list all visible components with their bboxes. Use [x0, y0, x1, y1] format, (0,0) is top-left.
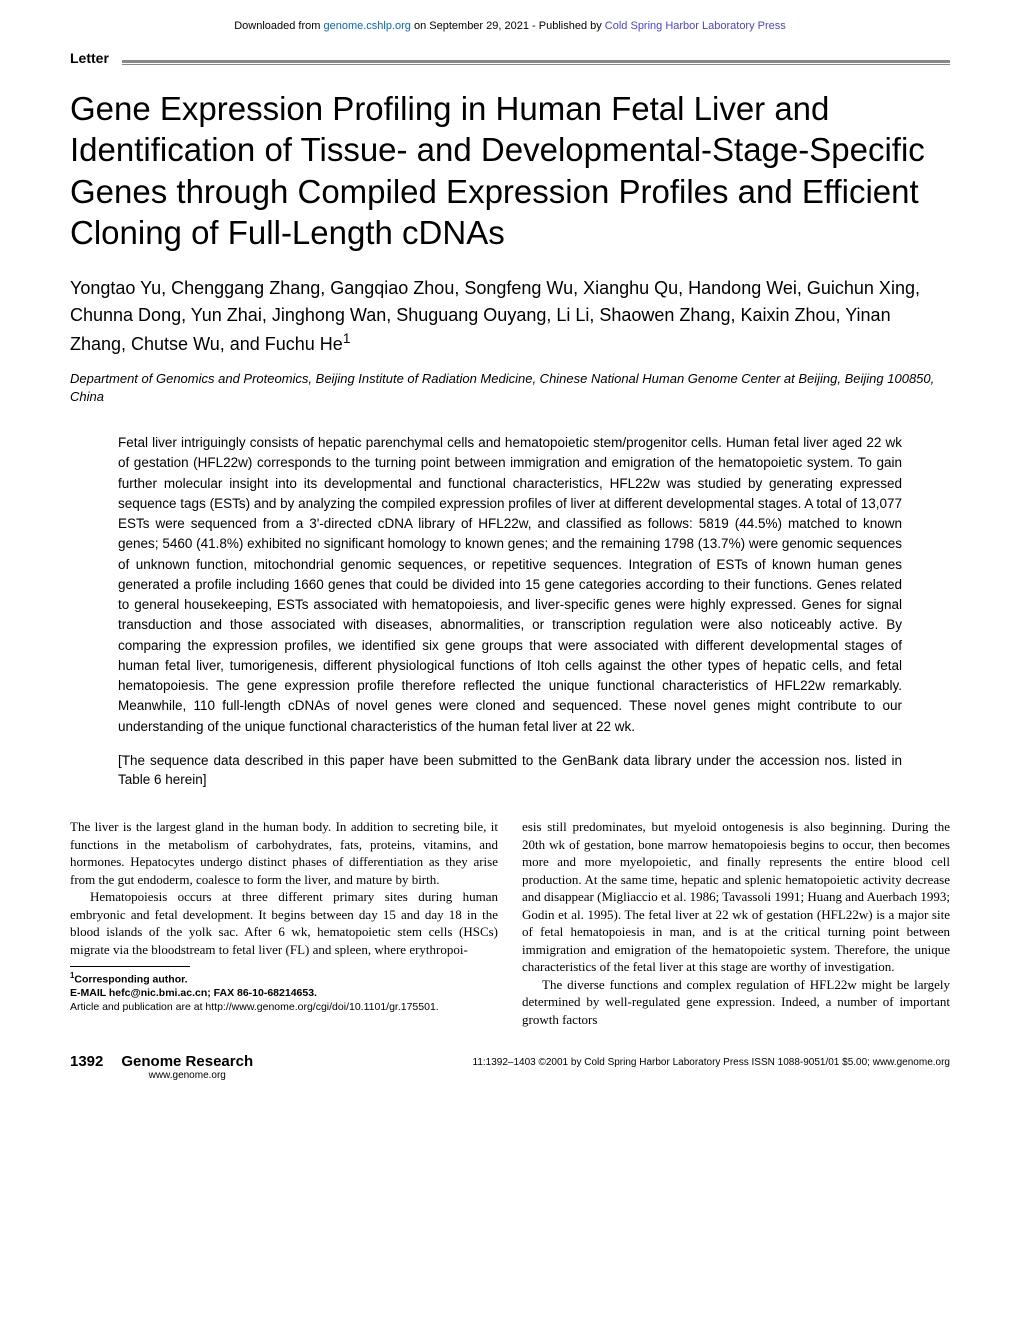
contact-info: E-MAIL hefc@nic.bmi.ac.cn; FAX 86-10-682…: [70, 987, 498, 1001]
paragraph: Hematopoiesis occurs at three different …: [70, 888, 498, 958]
publication-name: Genome Research: [121, 1053, 253, 1070]
source-link[interactable]: genome.cshlp.org: [323, 20, 410, 32]
author-names: Yongtao Yu, Chenggang Zhang, Gangqiao Zh…: [70, 278, 920, 354]
footnote-separator: [70, 966, 190, 967]
abstract: Fetal liver intriguingly consists of hep…: [70, 433, 950, 737]
download-prefix: Downloaded from: [234, 20, 323, 32]
page-number: 1392: [70, 1053, 103, 1070]
corresponding-author: 1Corresponding author.: [70, 971, 498, 987]
publisher-link[interactable]: Cold Spring Harbor Laboratory Press: [605, 20, 786, 32]
article-doi: Article and publication are at http://ww…: [70, 1001, 498, 1015]
affiliation: Department of Genomics and Proteomics, B…: [70, 370, 950, 405]
publication-url: www.genome.org: [121, 1070, 253, 1081]
article-title: Gene Expression Profiling in Human Fetal…: [70, 88, 950, 253]
paragraph: The liver is the largest gland in the hu…: [70, 818, 498, 888]
left-column: The liver is the largest gland in the hu…: [70, 818, 498, 1029]
right-column: esis still predominates, but myeloid ont…: [522, 818, 950, 1029]
download-bar: Downloaded from genome.cshlp.org on Sept…: [70, 20, 950, 32]
author-superscript: 1: [343, 331, 351, 346]
paragraph: The diverse functions and complex regula…: [522, 976, 950, 1029]
data-availability-note: [The sequence data described in this pap…: [70, 751, 950, 790]
download-middle: on September 29, 2021 - Published by: [411, 20, 605, 32]
section-label: Letter: [70, 50, 950, 70]
footnote-block: 1Corresponding author. E-MAIL hefc@nic.b…: [70, 971, 498, 1014]
page-footer: 1392 Genome Research www.genome.org 11:1…: [70, 1053, 950, 1081]
paragraph: esis still predominates, but myeloid ont…: [522, 818, 950, 976]
author-list: Yongtao Yu, Chenggang Zhang, Gangqiao Zh…: [70, 275, 950, 358]
publication-block: Genome Research www.genome.org: [121, 1053, 253, 1081]
body-text: The liver is the largest gland in the hu…: [70, 818, 950, 1029]
copyright-line: 11:1392–1403 ©2001 by Cold Spring Harbor…: [473, 1053, 951, 1068]
